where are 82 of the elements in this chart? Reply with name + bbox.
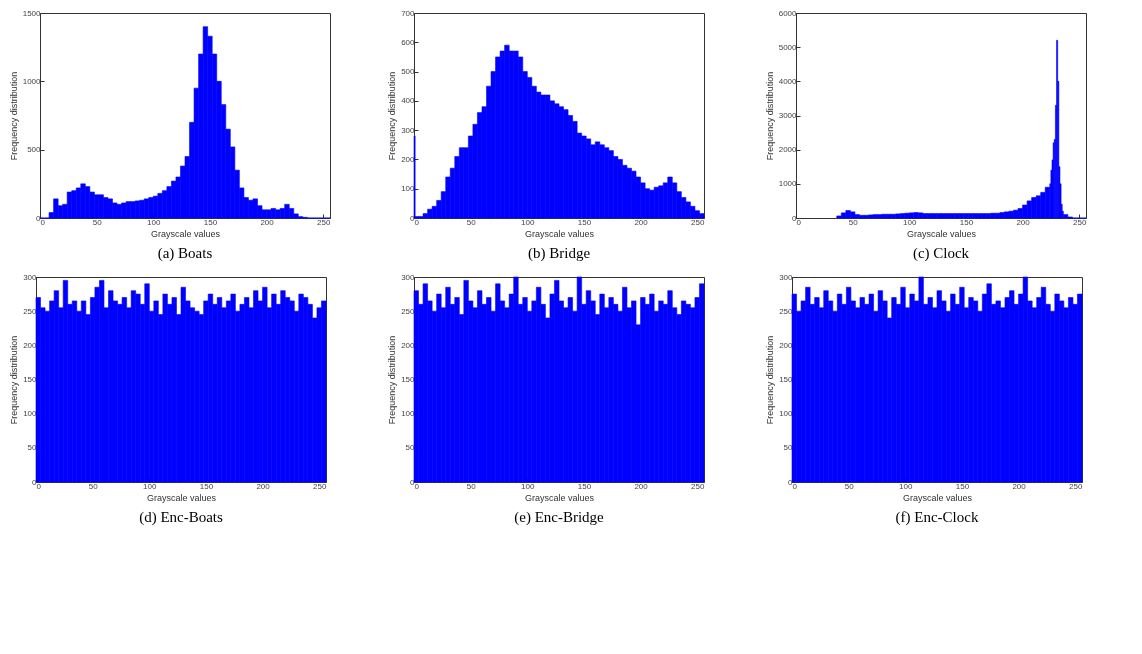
y-tick-label: 3000	[778, 111, 798, 120]
text: (b) Bridge	[527, 245, 591, 262]
y-tick-label: 150	[401, 375, 416, 384]
x-tick-label: 150	[959, 217, 974, 227]
y-tick-label: 400	[401, 96, 416, 106]
x-tick-label: 200	[634, 217, 649, 227]
y-tick-label: 250	[23, 306, 38, 316]
x-tick-label: 250	[317, 217, 331, 227]
x-axis-title: Grayscale values	[902, 492, 973, 503]
y-axis-title: Frequency distribution	[8, 71, 19, 161]
x-tick-label: 100	[147, 217, 161, 227]
y-tick-label: 250	[779, 306, 794, 316]
y-tick-label: 250	[401, 306, 416, 316]
x-tick-label: 50	[466, 217, 477, 227]
x-tick-label: 100	[521, 217, 535, 227]
x-tick-label: 50	[88, 481, 99, 491]
x-tick-label: 150	[577, 217, 592, 227]
x-axis-title: Grayscale values	[524, 228, 595, 239]
y-tick-label: 100	[401, 409, 416, 419]
y-tick-label: 1500	[22, 8, 42, 18]
x-tick-label: 50	[848, 217, 859, 227]
text: (f) Enc-Clock	[895, 509, 979, 526]
y-tick-label: 200	[23, 340, 38, 350]
x-tick-label: 150	[955, 481, 970, 491]
x-axis-title: Grayscale values	[150, 228, 221, 239]
y-tick-label: 600	[401, 37, 416, 47]
y-tick-label: 4000	[778, 76, 798, 86]
x-tick-label: 100	[521, 481, 535, 491]
x-tick-label: 250	[1073, 217, 1087, 227]
y-tick-label: 150	[779, 375, 794, 384]
text: (e) Enc-Bridge	[514, 509, 605, 526]
x-tick-label: 50	[92, 217, 103, 227]
y-tick-label: 200	[401, 340, 416, 350]
y-tick-label: 50	[783, 443, 794, 453]
y-tick-label: 100	[401, 184, 416, 194]
x-tick-label: 100	[899, 481, 913, 491]
y-tick-label: 50	[27, 443, 38, 453]
y-axis-title: Frequency distribution	[387, 71, 398, 161]
y-tick-label: 300	[401, 125, 416, 135]
x-axis-title: Grayscale values	[906, 228, 977, 239]
x-tick-label: 150	[203, 217, 218, 227]
y-tick-label: 500	[27, 145, 42, 155]
y-tick-label: 2000	[778, 145, 798, 155]
y-tick-label: 50	[405, 443, 416, 453]
x-tick-label: 200	[634, 481, 649, 491]
text: (d) Enc-Boats	[139, 509, 224, 526]
x-tick-label: 250	[313, 481, 327, 491]
y-tick-label: 5000	[778, 42, 798, 52]
y-tick-label: 700	[401, 8, 416, 18]
y-tick-label: 300	[23, 272, 38, 282]
y-axis-title: Frequency distribution	[765, 335, 776, 425]
y-axis-title: Frequency distribution	[764, 71, 775, 161]
x-tick-label: 150	[199, 481, 214, 491]
text: (c) Clock	[912, 245, 970, 262]
x-tick-label: 250	[691, 481, 705, 491]
x-axis-title: Grayscale values	[524, 492, 595, 503]
y-tick-label: 200	[779, 340, 794, 350]
y-tick-label: 200	[401, 154, 416, 164]
y-tick-label: 300	[779, 272, 794, 282]
y-tick-label: 500	[401, 67, 416, 77]
x-tick-label: 200	[1016, 217, 1031, 227]
y-tick-label: 300	[401, 272, 416, 282]
x-tick-label: 250	[1069, 481, 1083, 491]
x-tick-label: 100	[143, 481, 157, 491]
text: (a) Boats	[157, 245, 213, 262]
y-tick-label: 150	[23, 375, 38, 384]
y-tick-label: 100	[779, 409, 794, 419]
x-tick-label: 50	[844, 481, 855, 491]
x-tick-label: 250	[691, 217, 705, 227]
x-tick-label: 100	[903, 217, 917, 227]
y-tick-label: 1000	[778, 179, 798, 189]
y-tick-label: 100	[23, 409, 38, 419]
y-axis-title: Frequency distribution	[387, 335, 398, 425]
x-tick-label: 50	[466, 481, 477, 491]
x-axis-title: Grayscale values	[146, 492, 217, 503]
x-tick-label: 200	[260, 217, 275, 227]
y-tick-label: 6000	[778, 8, 798, 18]
y-axis-title: Frequency distribution	[9, 335, 20, 425]
x-tick-label: 150	[577, 481, 592, 491]
y-tick-label: 1000	[22, 76, 42, 86]
x-tick-label: 200	[256, 481, 271, 491]
x-tick-label: 200	[1012, 481, 1027, 491]
